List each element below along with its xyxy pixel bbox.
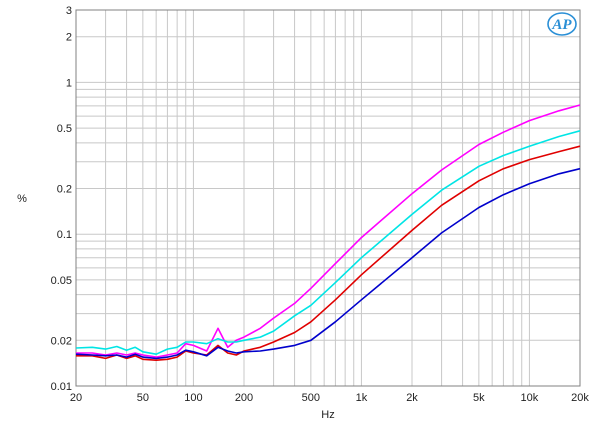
x-tick-label: 1k [356,392,368,404]
x-tick-label: 50 [137,392,149,404]
y-tick-label: 0.02 [51,335,72,347]
x-axis-label: Hz [321,409,334,421]
y-tick-label: 0.05 [51,275,72,287]
y-tick-label: 2 [66,32,72,44]
plot-frame [75,9,581,387]
series-lines [75,104,581,362]
y-tick-label: 1 [66,77,72,89]
x-tick-label: 500 [302,392,320,404]
series-line-1 [76,104,581,358]
grid [75,9,581,387]
y-tick-label: 0.01 [51,381,72,393]
x-tick-label: 20 [70,392,82,404]
series-line-2 [75,130,581,356]
ap-logo-mark [547,12,577,36]
series-line-3 [76,145,581,362]
ap-logo-text: AP [551,17,572,33]
y-axis-ticks: 0.01 0.02 0.05 0.1 0.2 0.5 1 2 3 [51,5,72,393]
x-tick-label: 10k [521,392,539,404]
ap-logo: AP [547,12,577,36]
y-tick-label: 3 [66,5,72,17]
y-axis-label: % [17,193,27,205]
y-tick-label: 0.5 [57,123,72,135]
x-tick-label: 200 [235,392,253,404]
x-tick-label: 5k [473,392,485,404]
x-tick-label: 20k [571,392,589,404]
y-tick-label: 0.2 [57,184,72,196]
x-tick-label: 2k [406,392,418,404]
x-tick-label: 100 [184,392,202,404]
x-axis-ticks: 20 50 100 200 500 1k 2k 5k 10k 20k [70,392,589,404]
y-tick-label: 0.1 [57,229,72,241]
series-line-4 [75,167,581,360]
